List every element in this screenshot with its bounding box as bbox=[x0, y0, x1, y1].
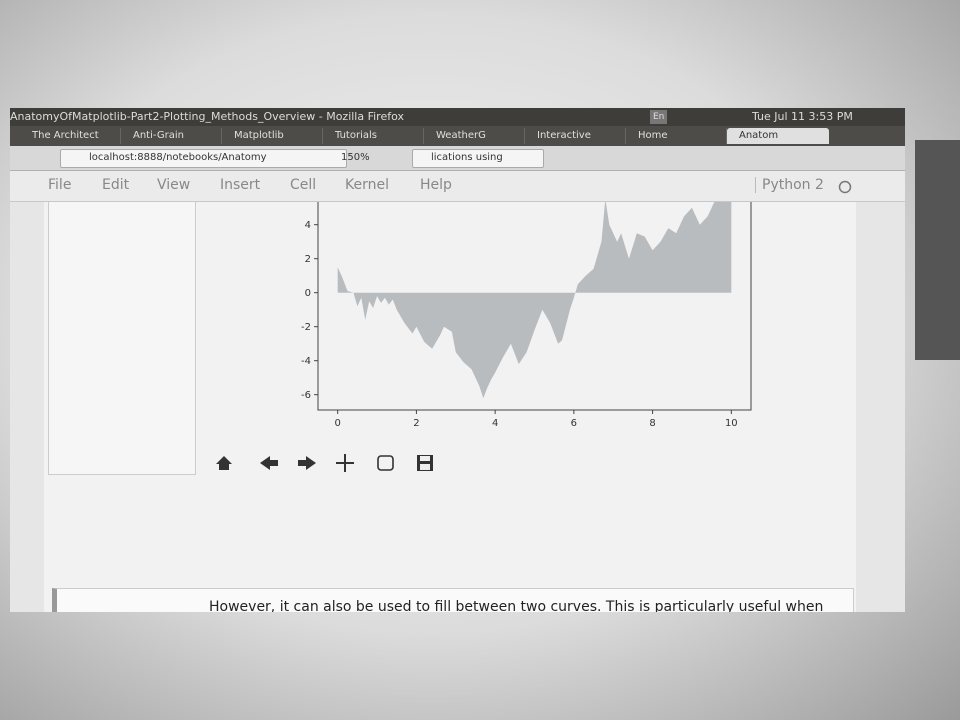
screen: AnatomyOfMatplotlib-Part2-Plotting_Metho… bbox=[10, 108, 905, 612]
window-title: AnatomyOfMatplotlib-Part2-Plotting_Metho… bbox=[10, 110, 405, 123]
markdown-text: However, it can also be used to fill bet… bbox=[209, 599, 824, 612]
y-tick-label: -6 bbox=[301, 390, 311, 401]
navigation-bar: localhost:8888/notebooks/Anatomy 150% li… bbox=[10, 146, 905, 171]
menu-item[interactable]: Cell bbox=[290, 177, 317, 193]
kernel-indicator bbox=[838, 180, 852, 194]
tab-bar: The Architect Anti-Grain Matplotlib Tutoria… bbox=[10, 126, 905, 146]
browser-tab[interactable]: WeatherG bbox=[424, 128, 525, 144]
browser-tab[interactable]: Interactive bbox=[525, 128, 626, 144]
menu-item[interactable]: View bbox=[157, 177, 191, 193]
menu-item[interactable]: Edit bbox=[102, 177, 130, 193]
zoom[interactable]: 150% bbox=[341, 152, 370, 163]
search-field[interactable]: lications using bbox=[412, 149, 544, 168]
browser-tab[interactable]: Anatom bbox=[727, 128, 829, 144]
x-tick-label: 4 bbox=[492, 418, 498, 429]
zoom-button[interactable] bbox=[377, 455, 394, 471]
x-tick-label: 2 bbox=[413, 418, 419, 429]
url: localhost:8888/notebooks/Anatomy bbox=[89, 152, 267, 163]
notebook: 0 2 4 6 8 10 -6 -4 -2 0 2 4 However, it can also be… bbox=[44, 202, 856, 612]
browser-tab[interactable]: The Architect bbox=[20, 128, 121, 144]
browser-tab[interactable]: Anti-Grain bbox=[121, 128, 222, 144]
y-tick-label: 2 bbox=[305, 254, 311, 265]
y-tick-label: -2 bbox=[301, 322, 311, 333]
pan-button[interactable] bbox=[336, 454, 354, 472]
figure-toolbar bbox=[216, 454, 433, 472]
y-tick-label: 4 bbox=[305, 220, 311, 231]
markdown-cell[interactable]: However, it can also be used to fill bet… bbox=[52, 588, 854, 612]
y-tick-label: -4 bbox=[301, 356, 311, 367]
axes-frame bbox=[317, 202, 752, 411]
menu-item[interactable]: Help bbox=[420, 177, 452, 193]
menu-item[interactable]: File bbox=[48, 177, 72, 193]
x-tick-label: 0 bbox=[334, 418, 340, 429]
kernel-name: Python 2 bbox=[755, 177, 824, 193]
url-field[interactable]: localhost:8888/notebooks/Anatomy 150% bbox=[60, 149, 370, 168]
x-tick-label: 8 bbox=[649, 418, 655, 429]
clock[interactable]: Tue Jul 11 3:53 PM bbox=[752, 110, 853, 123]
x-tick-label: 10 bbox=[725, 418, 738, 429]
area bbox=[337, 202, 732, 399]
language-indicator[interactable]: En bbox=[650, 110, 668, 124]
back-button[interactable] bbox=[260, 456, 278, 470]
title-bar: AnatomyOfMatplotlib-Part2-Plotting_Metho… bbox=[10, 108, 905, 126]
output-prompt-area bbox=[48, 202, 196, 475]
x-tick-label: 6 bbox=[571, 418, 577, 429]
menu-item[interactable]: Insert bbox=[220, 177, 261, 193]
home-button[interactable] bbox=[216, 456, 232, 470]
browser-tab[interactable]: Tutorials bbox=[323, 128, 424, 144]
browser-tab[interactable]: Home bbox=[626, 128, 727, 144]
notebook-menu-bar: Python 2 File Edit View Insert Cell Kernel Hel… bbox=[10, 171, 905, 202]
y-tick-label: 0 bbox=[305, 288, 311, 299]
forward-button[interactable] bbox=[298, 456, 316, 470]
adjacent-window bbox=[915, 140, 960, 360]
save-button[interactable] bbox=[417, 455, 433, 471]
search-text: lications using bbox=[431, 152, 503, 163]
menu-item[interactable]: Kernel bbox=[345, 177, 389, 193]
chart: 0 2 4 6 8 10 -6 -4 -2 0 2 4 bbox=[301, 202, 752, 429]
browser-tab[interactable]: Matplotlib bbox=[222, 128, 323, 144]
